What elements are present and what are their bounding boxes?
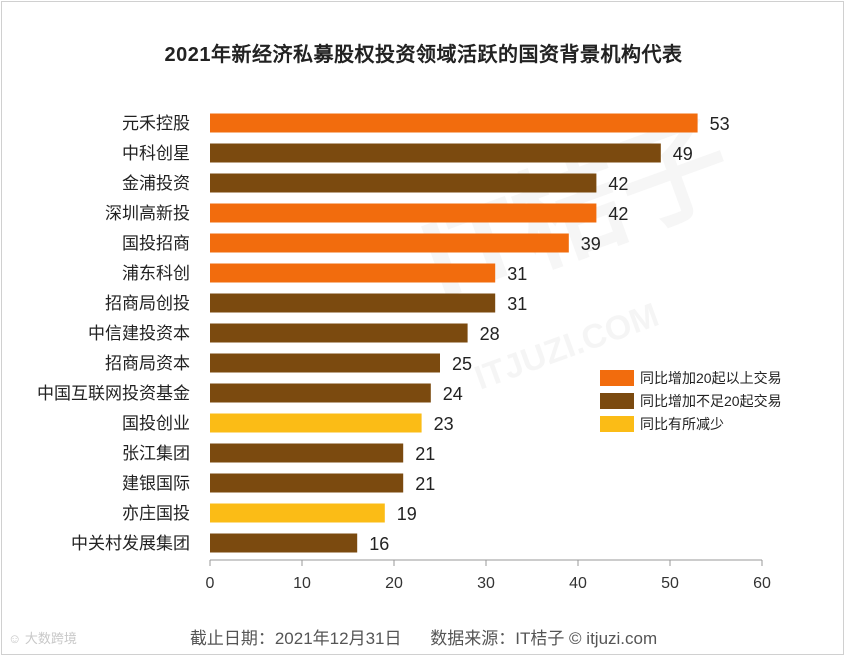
value-label-8: 28 (480, 324, 500, 344)
category-label-4: 深圳高新投 (105, 204, 190, 223)
x-tick-label-1: 0 (206, 575, 215, 592)
category-label-10: 中国互联网投资基金 (37, 384, 190, 403)
corner-watermark: ☺ 大数跨境 (8, 628, 77, 647)
value-label-13: 21 (415, 474, 435, 494)
value-label-15: 16 (369, 534, 389, 554)
value-label-11: 23 (434, 414, 454, 434)
bar-4 (210, 203, 597, 223)
bar-8 (210, 323, 468, 343)
category-label-15: 中关村发展集团 (71, 534, 190, 553)
category-label-13: 建银国际 (122, 474, 190, 493)
category-label-1: 元禾控股 (122, 114, 190, 133)
watermark-url-text: ITJUZI.COM (470, 296, 664, 398)
bar-9 (210, 353, 440, 373)
bar-6 (210, 263, 496, 283)
value-label-9: 25 (452, 354, 472, 374)
bar-10 (210, 383, 431, 403)
category-label-5: 国投招商 (122, 234, 190, 253)
x-tick-label-3: 20 (385, 575, 403, 592)
legend-label-up20: 同比增加20起以上交易 (640, 370, 782, 386)
category-label-7: 招商局创投 (105, 294, 190, 313)
bar-15 (210, 533, 358, 553)
x-tick-label-6: 50 (661, 575, 679, 592)
x-tick-label-7: 60 (753, 575, 771, 592)
x-tick-label-4: 30 (477, 575, 495, 592)
bar-11 (210, 413, 422, 433)
category-label-3: 金浦投资 (122, 174, 190, 193)
value-label-3: 42 (608, 174, 628, 194)
category-label-8: 中信建投资本 (88, 324, 190, 343)
bar-5 (210, 233, 569, 253)
corner-watermark-icon: ☺ (8, 631, 25, 646)
bar-13 (210, 473, 404, 493)
corner-watermark-text: 大数跨境 (24, 631, 77, 646)
bar-2 (210, 143, 661, 163)
bar-1 (210, 113, 698, 133)
category-label-11: 国投创业 (122, 414, 190, 433)
bar-14 (210, 503, 385, 523)
footer: 截止日期：2021年12月31日 数据来源：IT桔子 © itjuzi.com (0, 624, 847, 649)
chart-title: 2021年新经济私募股权投资领域活跃的国资背景机构代表 (164, 44, 683, 66)
footer-date: 截止日期：2021年12月31日 (189, 629, 402, 648)
bar-3 (210, 173, 597, 193)
value-label-1: 53 (710, 114, 730, 134)
value-label-12: 21 (415, 444, 435, 464)
footer-source: 数据来源：IT桔子 © itjuzi.com (430, 629, 658, 648)
category-label-9: 招商局资本 (105, 354, 190, 373)
value-label-14: 19 (397, 504, 417, 524)
legend-label-up_small: 同比增加不足20起交易 (640, 393, 782, 409)
bar-12 (210, 443, 404, 463)
value-label-7: 31 (507, 294, 527, 314)
category-label-12: 张江集团 (122, 444, 190, 463)
category-label-2: 中科创星 (122, 144, 190, 163)
x-tick-label-2: 10 (293, 575, 311, 592)
value-label-5: 39 (581, 234, 601, 254)
legend-swatch-down (600, 416, 634, 432)
value-label-2: 49 (673, 144, 693, 164)
legend-label-down: 同比有所减少 (640, 416, 724, 432)
bar-7 (210, 293, 496, 313)
value-label-10: 24 (443, 384, 463, 404)
value-label-6: 31 (507, 264, 527, 284)
legend-swatch-up20 (600, 370, 634, 386)
x-tick-label-5: 40 (569, 575, 587, 592)
legend-swatch-up_small (600, 393, 634, 409)
category-label-14: 亦庄国投 (122, 504, 190, 523)
category-label-6: 浦东科创 (122, 264, 190, 283)
value-label-4: 42 (608, 204, 628, 224)
